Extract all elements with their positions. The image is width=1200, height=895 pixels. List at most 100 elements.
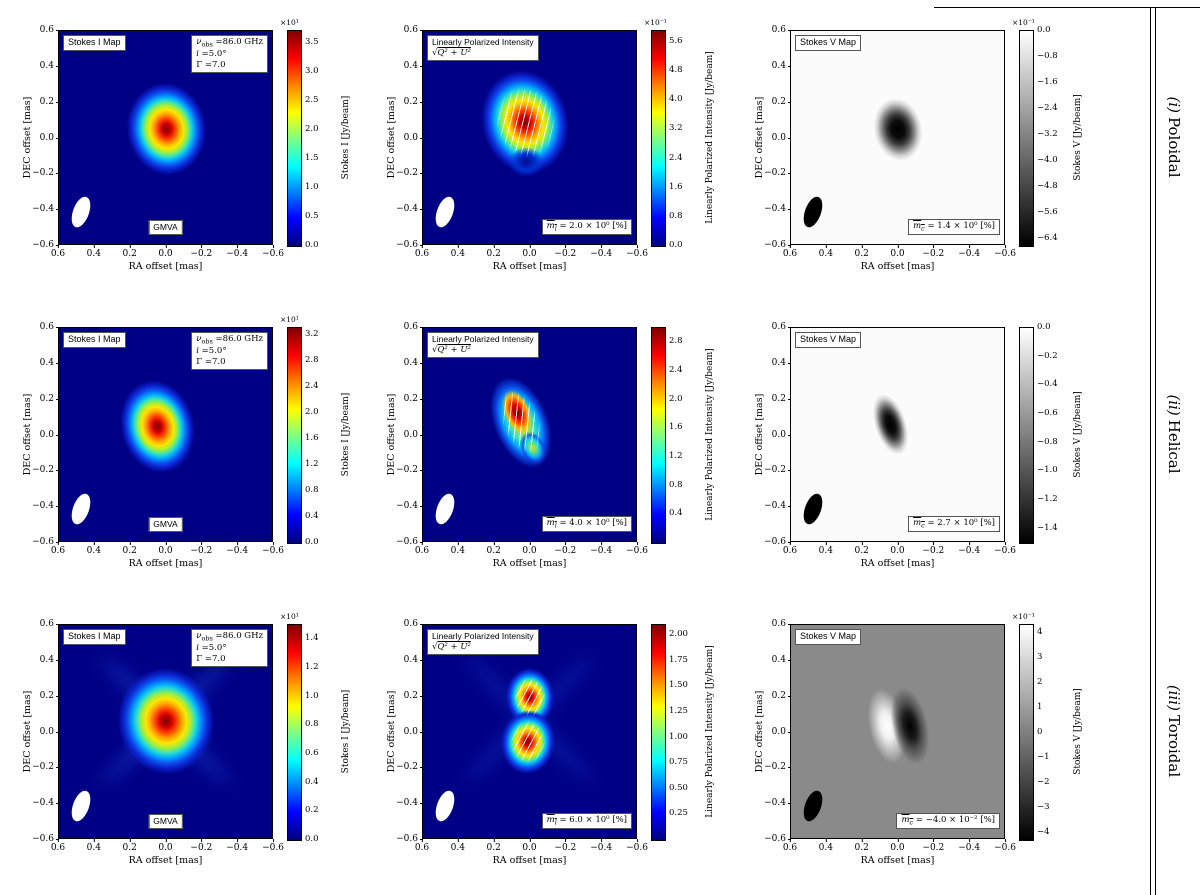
row-label-name: Poloidal	[1165, 117, 1183, 178]
legend-line-lorentz: Γ =7.0	[196, 654, 226, 665]
tick-label: 0.2	[122, 839, 137, 853]
colorbar-ticks: 2.00 1.75 1.50 1.25 1.00 0.75 0.50 0.25	[669, 624, 703, 839]
tick-label: 0.4	[86, 245, 101, 259]
colorbar-tick-label: −1.4	[1037, 522, 1058, 533]
panel-title-text: Stokes V Map	[800, 37, 857, 47]
colorbar-tick-label: 2.8	[669, 336, 683, 347]
panel-title-text: Stokes I Map	[68, 631, 121, 641]
tick-label: −0.4	[764, 798, 791, 809]
panel-stokes-i-poloidal: Stokes I Map νobs =86.0 GHz i =5.0° Γ =7…	[22, 18, 351, 272]
tick-label: −0.4	[32, 798, 59, 809]
mbar-symbol: ml	[546, 814, 557, 827]
colorbar	[1019, 327, 1034, 544]
tick-label: −0.2	[396, 465, 423, 476]
panel-title-text: Linearly Polarized Intensity	[432, 631, 534, 641]
colorbar-tick-label: 1.2	[305, 458, 319, 469]
colorbar-ticks: 4 3 2 1 0 −1 −2 −3 −4	[1037, 624, 1071, 839]
colorbar-tick-label: 0.5	[305, 210, 319, 221]
tick-label: −0.6	[994, 245, 1016, 259]
tick-label: 0.6	[414, 542, 430, 556]
negative-v-blob	[866, 389, 915, 460]
tick-label: 0.6	[414, 245, 430, 259]
colorbar-tick-label: 1.2	[305, 662, 319, 672]
colorbar-tick-label: −1.6	[1037, 77, 1058, 88]
colorbar-tick-label: −0.2	[1037, 350, 1058, 361]
legend-line-inclination: i =5.0°	[196, 49, 227, 60]
colorbar-tick-label: 1	[1037, 701, 1043, 712]
colorbar-tick-label: 2.4	[305, 380, 319, 391]
colorbar-label: Stokes V [Jy/beam]	[1072, 688, 1083, 775]
x-axis-label: RA offset [mas]	[128, 558, 203, 569]
colorbar-tick-label: 0.50	[669, 782, 688, 793]
colorbar-tick-label: −5.6	[1037, 207, 1058, 218]
y-axis-label: DEC offset [mas]	[22, 96, 33, 179]
tick-label: 0.0	[403, 726, 424, 737]
tick-label: 0.0	[522, 542, 537, 556]
panel-title: Stokes I Map	[63, 35, 126, 51]
tick-label: 0.6	[771, 25, 792, 35]
tick-label: −0.6	[32, 240, 59, 250]
tick-label: −0.6	[32, 537, 59, 547]
panel-title-text: Stokes I Map	[68, 334, 121, 344]
colorbar-tick-label: 1.6	[305, 432, 319, 443]
colorbar-tick-label: 2.0	[305, 406, 319, 417]
sqrt-expression: √Q² + U²	[432, 345, 471, 356]
tick-label: −0.4	[396, 204, 423, 215]
tick-label: 0.0	[771, 132, 792, 143]
tick-label: −0.6	[262, 542, 284, 556]
tick-label: −0.2	[764, 168, 791, 179]
tick-label: −0.6	[764, 537, 791, 547]
colorbar	[1019, 624, 1034, 841]
colorbar-tick-label: −0.8	[1037, 51, 1058, 62]
tick-label: 0.2	[486, 542, 501, 556]
x-axis-ticks: 0.6 0.4 0.2 0.0 −0.2 −0.4 −0.6	[415, 542, 648, 558]
y-axis-label: DEC offset [mas]	[22, 690, 33, 773]
panel-title-text: Stokes I Map	[68, 37, 121, 47]
tick-label: −0.6	[626, 839, 648, 853]
tick-label: −0.2	[922, 542, 945, 556]
tick-label: 0.4	[86, 839, 101, 853]
legend-line-frequency: νobs =86.0 GHz	[196, 334, 263, 346]
tick-label: 0.0	[890, 542, 905, 556]
tick-label: 0.2	[39, 96, 60, 107]
stokes-v-map-helical: Stokes V Map mc = 2.7 × 10⁰ [%]	[790, 327, 1005, 542]
tick-label: −0.4	[764, 204, 791, 215]
colorbar-tick-label: 2.0	[669, 393, 683, 404]
tick-label: 0.4	[403, 357, 424, 368]
tick-label: 0.2	[122, 245, 137, 259]
colorbar-label: Stokes V [Jy/beam]	[1072, 94, 1083, 181]
x-axis-label: RA offset [mas]	[128, 261, 203, 272]
tick-label: −0.2	[554, 839, 577, 853]
tick-label: −0.6	[396, 240, 423, 250]
x-axis-ticks: 0.6 0.4 0.2 0.0 −0.2 −0.4 −0.6	[415, 245, 648, 261]
mean-linpol-fraction-label: ml = 2.0 × 10⁰ [%]	[541, 218, 632, 235]
x-axis-label: RA offset [mas]	[492, 855, 567, 866]
tick-label: −0.2	[190, 245, 213, 259]
y-axis-label: DEC offset [mas]	[754, 393, 765, 476]
colorbar	[287, 327, 302, 544]
colorbar-tick-label: 3	[1037, 651, 1043, 662]
tick-label: −0.4	[226, 245, 249, 259]
tick-label: 0.0	[771, 429, 792, 440]
tick-label: −0.2	[922, 245, 945, 259]
tick-label: 0.2	[771, 393, 792, 404]
colorbar-tick-label: 3.2	[669, 123, 683, 134]
tick-label: 0.6	[50, 839, 66, 853]
tick-label: −0.4	[396, 798, 423, 809]
mean-circpol-fraction-label: mc = 2.7 × 10⁰ [%]	[908, 515, 1000, 532]
colorbar-ticks: 3.2 2.8 2.4 2.0 1.6 1.2 0.8 0.4 0.0	[305, 327, 339, 548]
colorbar-tick-label: 0.0	[669, 240, 683, 250]
colorbar-ticks: 1.4 1.2 1.0 0.8 0.6 0.4 0.2 0.0	[305, 624, 339, 844]
colorbar-tick-label: −3	[1037, 801, 1050, 812]
mbar-symbol: mc	[913, 220, 925, 233]
colorbar-tick-label: 2.5	[305, 94, 319, 105]
colorbar-tick-label: 2.00	[669, 629, 688, 640]
y-axis-label: DEC offset [mas]	[754, 96, 765, 179]
tick-label: −0.6	[396, 537, 423, 547]
tick-label: 0.6	[50, 245, 66, 259]
colorbar-tick-label: −2.4	[1037, 103, 1058, 114]
colorbar-tick-label: −4.8	[1037, 181, 1058, 192]
tick-label: −0.4	[764, 501, 791, 512]
colorbar-tick-label: 1.6	[669, 181, 683, 192]
colorbar-tick-label: 0.4	[669, 508, 683, 519]
